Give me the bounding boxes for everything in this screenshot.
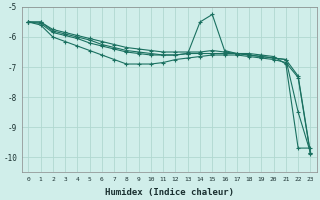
X-axis label: Humidex (Indice chaleur): Humidex (Indice chaleur) bbox=[105, 188, 234, 197]
